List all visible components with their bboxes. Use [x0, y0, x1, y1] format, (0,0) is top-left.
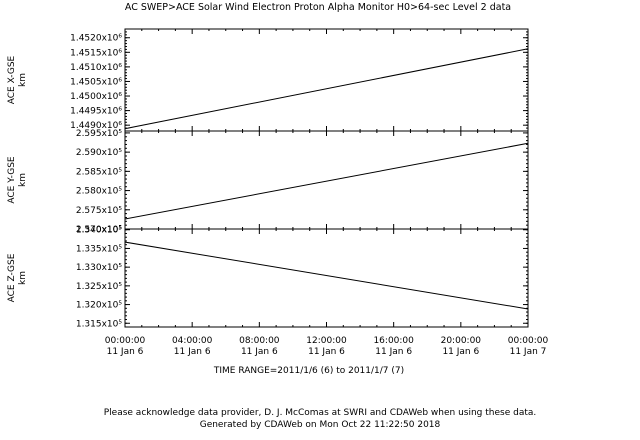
y-tick-label: 2.575x10⁵ — [76, 206, 123, 216]
x-tick-label-date: 11 Jan 7 — [510, 347, 547, 357]
chart-title: AC SWEP>ACE Solar Wind Electron Proton A… — [125, 2, 511, 13]
x-tick-label-time: 04:00:00 — [172, 336, 213, 346]
y-tick-label: 1.340x10⁵ — [76, 226, 123, 236]
y-axis-label: ACE Z-GSE — [7, 253, 17, 302]
y-tick-label: 1.315x10⁵ — [76, 319, 123, 329]
panel-2: 2.570x10⁵ 2.575x10⁵ 2.580x10⁵ 2.585x10⁵ 2.59… — [7, 129, 529, 235]
y-tick-label: 1.4500x10⁶ — [70, 92, 122, 102]
y-tick-label: 1.325x10⁵ — [76, 282, 123, 292]
y-tick-label: 1.4520x10⁶ — [70, 34, 122, 44]
x-tick-label-date: 11 Jan 6 — [241, 347, 278, 357]
y-axis-label: ACE Y-GSE — [7, 156, 17, 204]
y-axis-unit: km — [18, 271, 28, 285]
panel-3: 1.315x10⁵ 1.320x10⁵ 1.325x10⁵ 1.330x10⁵ 1.33… — [7, 226, 529, 329]
y-axis-label: ACE X-GSE — [7, 55, 17, 104]
panel-frame — [124, 28, 529, 132]
series-line — [124, 241, 529, 310]
x-tick-label-time: 00:00:00 — [105, 336, 146, 346]
y-tick-label: 1.330x10⁵ — [76, 263, 123, 273]
y-tick-label: 1.335x10⁵ — [76, 244, 123, 254]
x-tick-label-date: 11 Jan 6 — [442, 347, 479, 357]
y-tick-label: 1.4515x10⁶ — [70, 48, 122, 58]
acknowledgement-text: Please acknowledge data provider, D. J. … — [104, 408, 537, 418]
x-tick-label-time: 08:00:00 — [239, 336, 280, 346]
x-tick-label-date: 11 Jan 6 — [375, 347, 412, 357]
y-tick-label: 1.4490x10⁶ — [70, 121, 122, 131]
y-tick-label: 1.4505x10⁶ — [70, 77, 122, 87]
y-tick-label: 1.4495x10⁶ — [70, 107, 122, 117]
y-tick-label: 2.595x10⁵ — [76, 129, 123, 139]
y-tick-label: 2.570x10⁵ — [76, 225, 123, 235]
y-axis-unit: km — [18, 173, 28, 187]
x-tick-label-date: 11 Jan 6 — [107, 347, 144, 357]
panel-frame — [124, 228, 529, 328]
panel-frame — [124, 130, 529, 230]
time-range-label: TIME RANGE=2011/1/6 (6) to 2011/1/7 (7) — [213, 366, 404, 376]
panel-1: 1.4490x10⁶ 1.4495x10⁶ 1.4500x10⁶ 1.4505x10⁶… — [7, 28, 529, 132]
x-tick-label-date: 11 Jan 6 — [174, 347, 211, 357]
y-tick-label: 1.320x10⁵ — [76, 301, 123, 311]
x-tick-label-time: 20:00:00 — [441, 336, 482, 346]
x-tick-label-date: 11 Jan 6 — [308, 347, 345, 357]
x-tick-label-time: 16:00:00 — [373, 336, 414, 346]
x-tick-label-time: 00:00:00 — [508, 336, 549, 346]
series-line — [124, 48, 529, 130]
y-tick-label: 1.4510x10⁶ — [70, 63, 122, 73]
series-line — [124, 142, 529, 220]
y-tick-label: 2.585x10⁵ — [76, 167, 123, 177]
y-axis-unit: km — [18, 73, 28, 87]
x-tick-label-time: 12:00:00 — [306, 336, 347, 346]
y-tick-label: 2.580x10⁵ — [76, 187, 123, 197]
y-tick-label: 2.590x10⁵ — [76, 148, 123, 158]
generated-by-text: Generated by CDAWeb on Mon Oct 22 11:22:… — [200, 420, 441, 430]
